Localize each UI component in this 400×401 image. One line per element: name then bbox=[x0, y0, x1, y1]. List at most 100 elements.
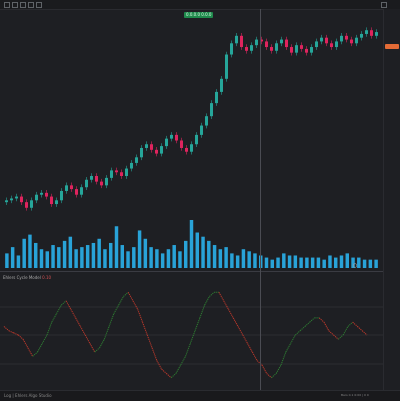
oscillator-segment bbox=[275, 364, 282, 374]
oscillator-segment bbox=[108, 313, 115, 327]
volume-bar bbox=[39, 249, 44, 268]
candle-body bbox=[300, 45, 303, 49]
candle-body bbox=[150, 144, 153, 150]
volume-bar bbox=[143, 238, 148, 268]
indicators-icon[interactable] bbox=[28, 2, 34, 8]
candle-body bbox=[20, 196, 23, 203]
volume-bar bbox=[224, 247, 228, 268]
volume-bar bbox=[103, 249, 107, 268]
menu-icon[interactable] bbox=[4, 2, 10, 8]
volume-bar bbox=[91, 242, 96, 268]
volume-bar bbox=[132, 247, 136, 268]
oscillator-segment bbox=[304, 321, 311, 327]
symbol-icon[interactable] bbox=[12, 2, 18, 8]
volume-bar bbox=[305, 257, 309, 268]
oscillator-segment bbox=[142, 322, 148, 336]
candle-body bbox=[285, 39, 288, 48]
oscillator-segment bbox=[357, 326, 363, 332]
oscillator-segment bbox=[266, 373, 272, 379]
candle-body bbox=[145, 144, 148, 148]
oscillator-segment bbox=[338, 334, 344, 340]
oscillator-segment bbox=[218, 292, 225, 302]
ohlc-badge: 0.0.0.0 0.0.0 bbox=[184, 12, 214, 18]
volume-bar bbox=[334, 257, 338, 268]
oscillator-segment bbox=[247, 343, 253, 353]
oscillator-segment bbox=[56, 304, 62, 314]
oscillator-segment bbox=[271, 373, 277, 379]
candle-body bbox=[315, 41, 318, 48]
oscillator-segment bbox=[290, 334, 296, 344]
candle-body bbox=[5, 200, 8, 203]
candle-body bbox=[275, 43, 278, 51]
candle-body bbox=[30, 200, 33, 208]
oscillator-chart[interactable] bbox=[0, 282, 383, 390]
oscillator-segment bbox=[132, 300, 139, 310]
candle-body bbox=[365, 30, 368, 34]
candle-body bbox=[345, 35, 348, 40]
candle-body bbox=[350, 39, 353, 44]
candle-body bbox=[225, 54, 228, 79]
volume-bar bbox=[264, 257, 269, 268]
volume-bar bbox=[22, 238, 26, 268]
candle-body bbox=[65, 185, 68, 191]
interval-icon[interactable] bbox=[20, 2, 26, 8]
price-axis[interactable] bbox=[383, 9, 400, 390]
oscillator-segment bbox=[156, 360, 163, 370]
oscillator-segment bbox=[175, 364, 182, 374]
pane-divider[interactable] bbox=[0, 271, 383, 272]
oscillator-segment bbox=[8, 330, 14, 334]
current-price-tag bbox=[385, 44, 399, 49]
top-toolbar bbox=[0, 0, 400, 10]
candle-body bbox=[220, 78, 223, 92]
oscillator-segment bbox=[13, 332, 19, 336]
oscillator-segment bbox=[123, 291, 129, 297]
volume-bar bbox=[328, 255, 332, 268]
oscillator-segment bbox=[27, 347, 34, 357]
oscillator-segment bbox=[323, 321, 330, 331]
candle-body bbox=[310, 47, 313, 53]
volume-bar bbox=[51, 245, 55, 268]
volume-bar bbox=[126, 251, 130, 268]
candle-body bbox=[40, 192, 43, 195]
oscillator-segment bbox=[166, 373, 172, 379]
volume-bar bbox=[149, 247, 153, 268]
volume-bar bbox=[235, 255, 240, 268]
gear-icon[interactable] bbox=[352, 263, 358, 268]
oscillator-segment bbox=[41, 334, 48, 344]
volume-bar bbox=[322, 259, 326, 268]
volume-bar bbox=[351, 257, 355, 268]
volume-bar bbox=[28, 234, 32, 268]
oscillator-segment bbox=[99, 339, 105, 349]
price-chart[interactable] bbox=[0, 9, 383, 271]
layout-icon[interactable] bbox=[36, 2, 42, 8]
volume-bar bbox=[362, 259, 367, 268]
candle-body bbox=[130, 162, 133, 169]
oscillator-segment bbox=[146, 334, 153, 348]
candle-body bbox=[105, 177, 108, 186]
status-left-text: Log | Ehlers Algo Studio bbox=[4, 393, 52, 398]
candle-body bbox=[295, 45, 298, 53]
oscillator-segment bbox=[32, 351, 38, 357]
settings-icon[interactable] bbox=[381, 2, 387, 8]
oscillator-segment bbox=[285, 343, 292, 353]
candle-body bbox=[165, 138, 168, 147]
candle-body bbox=[35, 194, 38, 201]
oscillator-segment bbox=[151, 347, 158, 361]
volume-bar bbox=[270, 259, 274, 268]
oscillator-value: 0.10 bbox=[42, 275, 52, 280]
oscillator-segment bbox=[94, 347, 100, 353]
oscillator-segment bbox=[228, 309, 234, 319]
oscillator-segment bbox=[194, 317, 201, 331]
volume-bar bbox=[109, 242, 113, 268]
oscillator-segment bbox=[299, 326, 306, 332]
oscillator-segment bbox=[84, 334, 91, 344]
volume-bar bbox=[282, 253, 286, 268]
candle-body bbox=[80, 187, 83, 195]
volume-bar bbox=[207, 240, 211, 268]
volume-bar bbox=[5, 253, 9, 268]
candle-body bbox=[215, 91, 218, 104]
oscillator-segment bbox=[223, 300, 229, 310]
status-bar: Log | Ehlers Algo Studio Bars 0.1 0:00 |… bbox=[0, 390, 400, 401]
candle-body bbox=[180, 140, 183, 148]
oscillator-segment bbox=[137, 309, 143, 323]
